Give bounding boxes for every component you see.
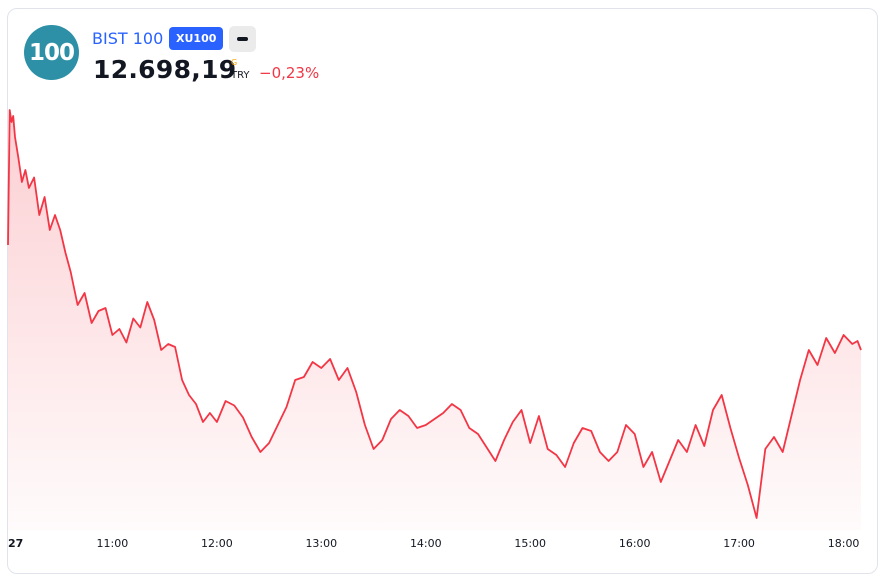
price-area-fill (8, 110, 861, 530)
x-tick-label: 14:00 (410, 537, 442, 550)
x-tick-label: 11:00 (97, 537, 129, 550)
market-status-button[interactable] (229, 26, 256, 52)
instrument-name[interactable]: BIST 100 (92, 29, 164, 48)
logo-text: 100 (28, 39, 75, 66)
x-tick-label: 12:00 (201, 537, 233, 550)
x-tick-label: 18:00 (828, 537, 860, 550)
price-line (7, 109, 862, 519)
x-tick-label: 16:00 (619, 537, 651, 550)
minus-icon (237, 37, 248, 41)
currency-label: TRY (231, 70, 250, 81)
x-tick-label: 13:00 (305, 537, 337, 550)
last-price: 12.698,19 (93, 55, 237, 84)
index-logo: 100 (24, 25, 79, 80)
ticker-badge[interactable]: XU100 (169, 27, 224, 50)
change-percent: −0,23% (259, 64, 320, 82)
x-tick-label: 17:00 (723, 537, 755, 550)
x-tick-label: 15:00 (514, 537, 546, 550)
data-flag: G (231, 58, 238, 67)
x-tick-label: 27 (8, 537, 23, 550)
